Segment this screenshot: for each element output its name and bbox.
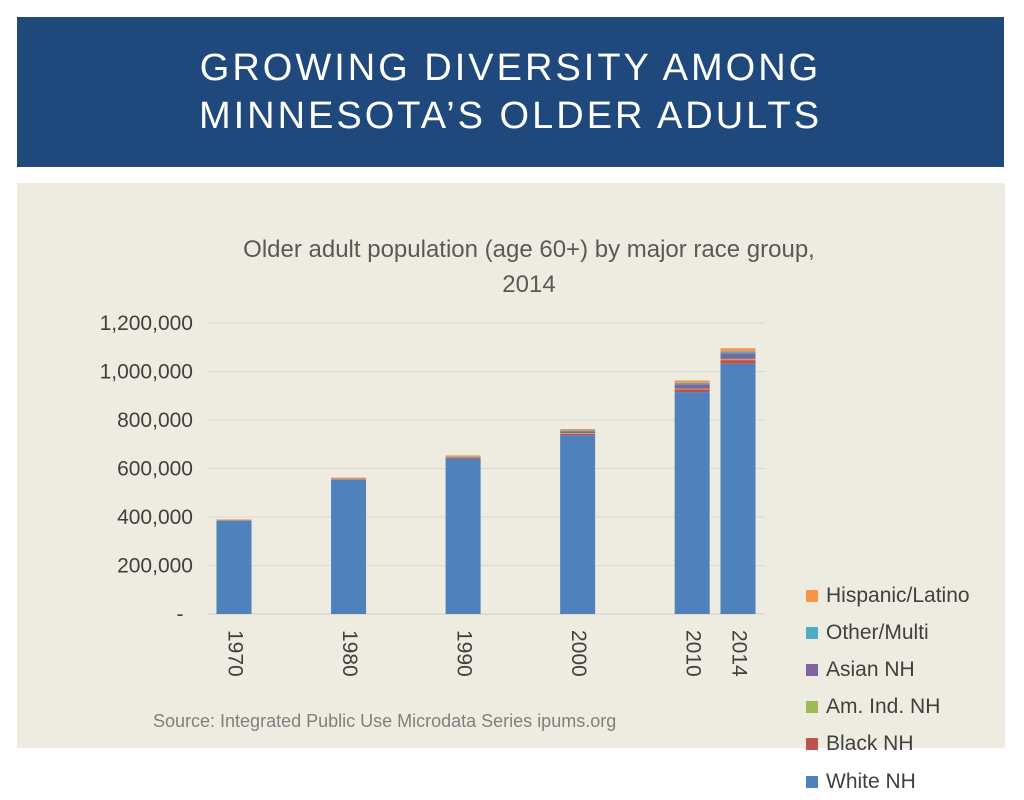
bar-segment <box>446 455 481 456</box>
legend-label: Am. Ind. NH <box>826 695 940 719</box>
legend-item: White NH <box>806 763 1021 800</box>
slide-title-line1: GROWING DIVERSITY AMONG <box>199 44 822 92</box>
x-tick-label: 1990 <box>453 630 476 677</box>
legend-label: Asian NH <box>826 658 915 682</box>
bar-segment <box>560 433 595 434</box>
bar-segment <box>675 383 710 384</box>
bar-segment <box>446 459 481 614</box>
legend-swatch <box>806 738 818 750</box>
x-tick-label: 2010 <box>682 630 705 677</box>
legend-swatch <box>806 664 818 676</box>
bar-segment <box>721 364 756 614</box>
legend-item: Black NH <box>806 726 1021 763</box>
bar-segment <box>217 521 252 614</box>
bars <box>217 348 756 614</box>
legend-label: Black NH <box>826 732 914 756</box>
chart-source-note: Source: Integrated Public Use Microdata … <box>153 711 616 731</box>
legend-item: Hispanic/Latino <box>806 577 1021 614</box>
y-tick-label: 600,000 <box>117 458 193 481</box>
legend-swatch <box>806 627 818 639</box>
legend-item: Other/Multi <box>806 614 1021 651</box>
x-tick-label: 2014 <box>727 630 750 677</box>
bar-segment <box>560 429 595 431</box>
bar-segment <box>675 392 710 614</box>
legend-label: Hispanic/Latino <box>826 584 970 608</box>
chart-title-line2: 2014 <box>502 271 555 298</box>
bar-segment <box>721 348 756 351</box>
legend-swatch <box>806 776 818 788</box>
bar-segment <box>446 457 481 458</box>
chart-panel: Older adult population (age 60+) by majo… <box>17 183 1005 748</box>
legend-label: Other/Multi <box>826 621 929 645</box>
legend-item: Am. Ind. NH <box>806 689 1021 726</box>
bar-segment <box>331 479 366 480</box>
y-tick-label: 1,000,000 <box>100 361 193 384</box>
x-axis-ticks: 1970 1980 1990 2000 2010 2014 <box>223 630 750 677</box>
bar-segment <box>675 389 710 392</box>
y-tick-label: - <box>177 603 184 626</box>
y-axis-ticks: - 200,000 400,000 600,000 800,000 1,000,000 1,… <box>100 312 193 626</box>
x-tick-label: 1970 <box>223 630 246 677</box>
bar-segment <box>675 388 710 389</box>
x-tick-label: 1980 <box>338 630 361 677</box>
slide-title: GROWING DIVERSITY AMONG MINNESOTA’S OLDE… <box>199 44 822 140</box>
bar-segment <box>560 431 595 432</box>
y-tick-label: 1,200,000 <box>100 312 193 335</box>
bar-segment <box>675 380 710 382</box>
bar-segment <box>721 351 756 353</box>
chart-title-line1: Older adult population (age 60+) by majo… <box>243 236 815 263</box>
bar-segment <box>446 458 481 459</box>
bar-segment <box>560 435 595 614</box>
legend-item: Asian NH <box>806 651 1021 688</box>
bar-segment <box>560 434 595 435</box>
bar-segment <box>721 360 756 364</box>
y-tick-label: 800,000 <box>117 409 193 432</box>
bar-segment <box>331 478 366 479</box>
title-banner: GROWING DIVERSITY AMONG MINNESOTA’S OLDE… <box>17 17 1004 167</box>
x-tick-label: 2000 <box>567 630 590 677</box>
bar-segment <box>560 431 595 433</box>
legend-label: White NH <box>826 770 916 794</box>
legend-swatch <box>806 701 818 713</box>
bar-segment <box>721 353 756 359</box>
slide-title-line2: MINNESOTA’S OLDER ADULTS <box>199 92 822 140</box>
bar-segment <box>675 384 710 388</box>
bar-segment <box>721 359 756 360</box>
bar-segment <box>331 480 366 614</box>
legend-swatch <box>806 590 818 602</box>
y-tick-label: 400,000 <box>117 506 193 529</box>
chart-legend: Hispanic/Latino Other/Multi Asian NH Am. In… <box>806 577 1021 800</box>
y-tick-label: 200,000 <box>117 555 193 578</box>
